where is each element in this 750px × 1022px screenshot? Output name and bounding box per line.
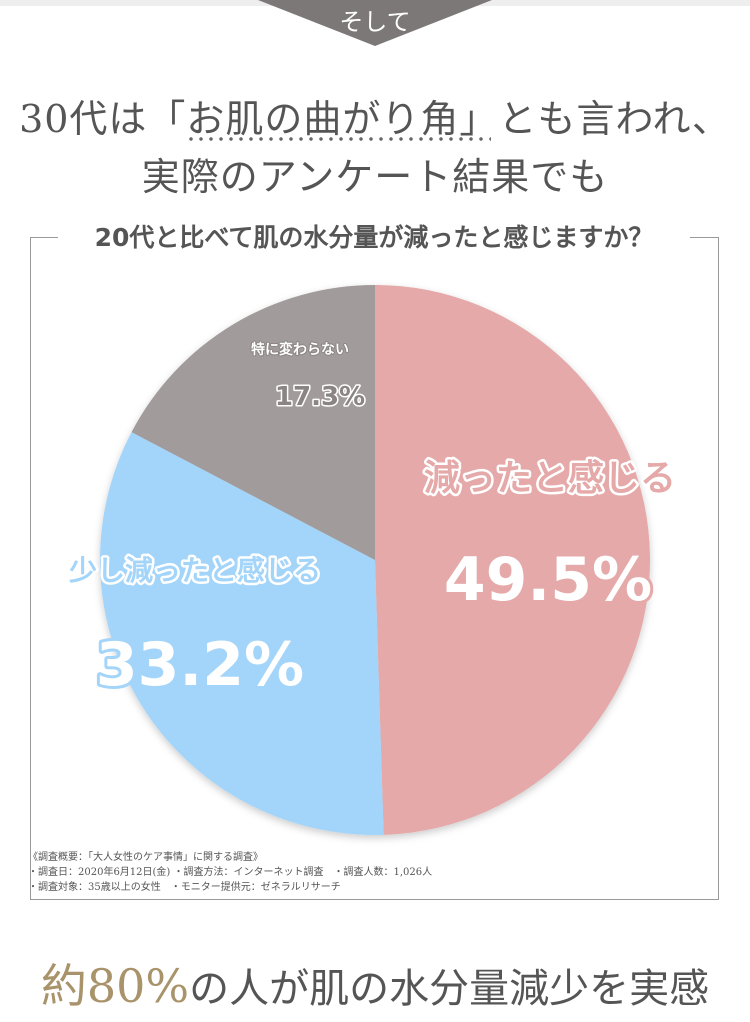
conclusion-prefix: 約	[40, 959, 87, 1013]
slice-value-label: 33.2%	[96, 630, 304, 700]
slice-value-label: 49.5%	[444, 545, 652, 615]
emphasis-dots	[186, 137, 491, 141]
frame-top-left	[30, 237, 58, 238]
survey-note-line1: ・調査日：2020年6月12日(金) ・調査方法：インターネット調査 ・調査人数…	[28, 867, 433, 878]
slice-category-label: 減ったと感じる	[424, 458, 676, 499]
slice-category-label: 特に変わらない	[251, 341, 349, 358]
heading-line2: 実際のアンケート結果でも	[141, 155, 609, 199]
frame-top-right	[690, 237, 718, 238]
chart-frame	[30, 237, 719, 900]
slice-value-label: 17.3%	[275, 382, 365, 412]
conclusion-highlight: 80%	[86, 959, 190, 1013]
heading-line1: 30代は「お肌の曲がり角」とも言われ、	[19, 97, 731, 141]
pie-slice	[375, 285, 651, 835]
survey-note-line2: ・調査対象：35歳以上の女性 ・モニター提供元：ゼネラルリサーチ	[28, 882, 341, 893]
slice-category-label: 少し減ったと感じる	[69, 554, 321, 587]
conclusion-rest: の人が肌の水分量減少を実感	[189, 966, 710, 1012]
pie-slice	[131, 285, 375, 560]
pie-slice	[99, 432, 384, 835]
banner-label: そして	[339, 8, 411, 36]
conclusion: 約80%の人が肌の水分量減少を実感	[0, 950, 750, 1016]
chart-title: 20代と比べて肌の水分量が減ったと感じますか？	[94, 223, 654, 252]
survey-note-title: 《調査概要：「大人女性のケア事情」に関する調査》	[28, 852, 263, 863]
